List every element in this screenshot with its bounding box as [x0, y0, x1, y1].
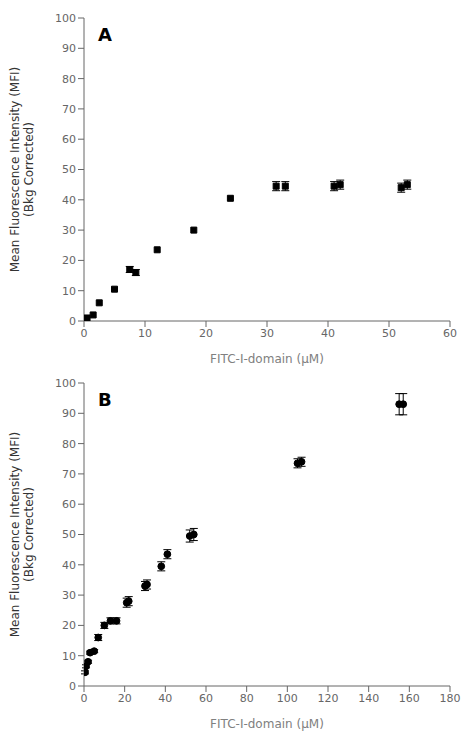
svg-text:20: 20	[199, 327, 213, 340]
html-text:A: A	[98, 24, 112, 45]
svg-text:20: 20	[62, 254, 76, 267]
svg-text:100: 100	[55, 12, 76, 25]
svg-text:Mean Fluorescence Intensity (M: Mean Fluorescence Intensity (MFI)(Bkg Co…	[8, 67, 36, 273]
svg-text:0: 0	[81, 692, 88, 705]
svg-text:80: 80	[62, 438, 76, 451]
svg-text:60: 60	[62, 498, 76, 511]
svg-text:50: 50	[62, 163, 76, 176]
svg-text:80: 80	[240, 692, 254, 705]
svg-text:120: 120	[318, 692, 339, 705]
svg-text:50: 50	[62, 528, 76, 541]
svg-text:20: 20	[62, 619, 76, 632]
svg-text:0: 0	[81, 327, 88, 340]
svg-text:160: 160	[399, 692, 420, 705]
svg-text:10: 10	[62, 285, 76, 298]
svg-text:60: 60	[199, 692, 213, 705]
svg-text:0: 0	[69, 315, 76, 328]
svg-text:30: 30	[62, 589, 76, 602]
svg-text:90: 90	[62, 42, 76, 55]
svg-text:Mean Fluorescence Intensity (M: Mean Fluorescence Intensity (MFI)(Bkg Co…	[8, 432, 36, 638]
svg-text:40: 40	[62, 194, 76, 207]
svg-text:30: 30	[260, 327, 274, 340]
svg-text:80: 80	[62, 73, 76, 86]
svg-text:20: 20	[118, 692, 132, 705]
svg-text:40: 40	[321, 327, 335, 340]
html-text:B: B	[98, 389, 112, 410]
svg-text:100: 100	[55, 377, 76, 390]
svg-text:70: 70	[62, 468, 76, 481]
svg-text:60: 60	[62, 133, 76, 146]
svg-text:70: 70	[62, 103, 76, 116]
svg-text:100: 100	[277, 692, 298, 705]
svg-text:50: 50	[382, 327, 396, 340]
svg-text:FITC-I-domain (μM): FITC-I-domain (μM)	[210, 352, 324, 366]
svg-text:FITC-I-domain (μM): FITC-I-domain (μM)	[210, 717, 324, 731]
svg-text:90: 90	[62, 407, 76, 420]
svg-text:10: 10	[138, 327, 152, 340]
svg-text:60: 60	[443, 327, 457, 340]
svg-text:10: 10	[62, 650, 76, 663]
svg-text:30: 30	[62, 224, 76, 237]
svg-text:40: 40	[62, 559, 76, 572]
svg-text:180: 180	[440, 692, 461, 705]
svg-text:140: 140	[358, 692, 379, 705]
svg-text:0: 0	[69, 680, 76, 693]
svg-text:40: 40	[158, 692, 172, 705]
